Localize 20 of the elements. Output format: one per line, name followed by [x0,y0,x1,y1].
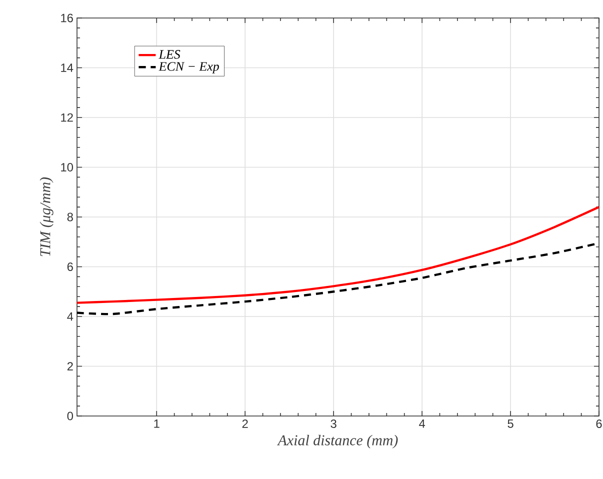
x-tick-label: 6 [596,420,602,428]
x-tick-label: 3 [330,420,336,428]
x-tick-label: 2 [242,420,248,428]
y-axis-title: TIM (μg/mm) [40,177,54,256]
y-tick-label: 8 [67,212,73,222]
y-tick-label: 16 [61,14,73,22]
y-tick-label: 10 [61,163,74,172]
line-series [77,206,600,304]
x-axis-title: Axial distance (mm) [277,434,398,448]
x-tick-label: 4 [419,420,426,428]
y-tick-label: 4 [67,312,74,321]
y-tick-label: 12 [61,113,73,122]
x-tick-label: 1 [154,420,160,428]
legend-label: LES [158,50,180,59]
y-tick-label: 14 [61,64,74,72]
legend-label: ECN − Exp [158,62,219,74]
y-tick-label: 2 [67,362,73,370]
x-tick-label: 5 [508,420,514,428]
y-tick-label: 6 [67,262,73,271]
y-tick-label: 0 [67,412,74,420]
